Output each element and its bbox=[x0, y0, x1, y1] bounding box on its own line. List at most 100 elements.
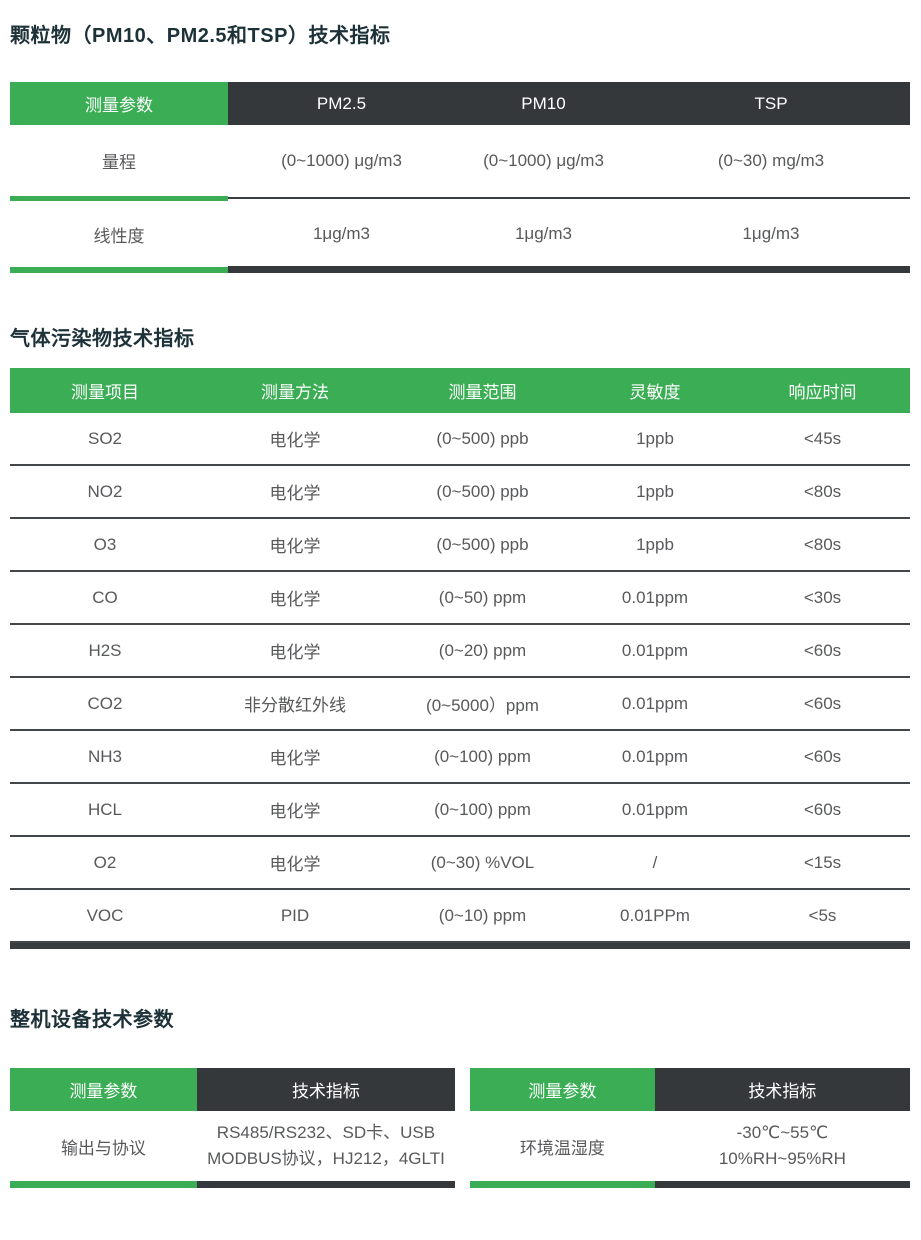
header-cell-sensitivity: 灵敏度 bbox=[629, 383, 681, 402]
table-cell: (0~30) %VOL bbox=[430, 852, 535, 872]
table-cell: <60s bbox=[803, 746, 842, 766]
table-cell: (0~500) ppb bbox=[436, 428, 529, 448]
table-bottom-border bbox=[10, 943, 910, 949]
table-cell: 0.01ppm bbox=[621, 640, 689, 660]
device-table-left: 测量参数 技术指标 输出与协议 RS485/RS232、SD卡、USB MODB… bbox=[10, 1068, 455, 1188]
table-cell: 1μg/m3 bbox=[312, 224, 371, 243]
particulate-table: 测量参数 PM2.5 PM10 TSP 量程 (0~1000) μg/m3 (0… bbox=[10, 82, 910, 273]
table-row-so2: SO2 电化学 (0~500) ppb 1ppb <45s bbox=[10, 413, 910, 466]
table-cell: <80s bbox=[803, 534, 842, 554]
table-row-voc: VOC PID (0~10) ppm 0.01PPm <5s bbox=[10, 890, 910, 943]
table-cell: (0~500) ppb bbox=[436, 534, 529, 554]
table-cell: 0.01ppm bbox=[621, 587, 689, 607]
device-table-right: 测量参数 技术指标 环境温湿度 -30℃~55℃ 10%RH~95%RH bbox=[470, 1068, 910, 1188]
table-cell: <15s bbox=[803, 852, 842, 872]
table-cell: NH3 bbox=[87, 746, 122, 766]
table-cell: (0~50) ppm bbox=[438, 587, 527, 607]
header-cell-item: 测量项目 bbox=[71, 383, 139, 402]
value-line-2: MODBUS协议，HJ212，4GLTI bbox=[207, 1149, 445, 1168]
table-cell: VOC bbox=[86, 905, 124, 925]
table-row-co: CO 电化学 (0~50) ppm 0.01ppm <30s bbox=[10, 572, 910, 625]
table-cell: <60s bbox=[803, 640, 842, 660]
table-cell: SO2 bbox=[87, 428, 123, 448]
table-row-nh3: NH3 电化学 (0~100) ppm 0.01ppm <60s bbox=[10, 731, 910, 784]
table-cell: HCL bbox=[87, 799, 122, 819]
header-cell-parameter: 测量参数 bbox=[10, 82, 228, 125]
header-cell-response: 响应时间 bbox=[788, 383, 857, 402]
row-label: 输出与协议 bbox=[60, 1138, 146, 1158]
table-cell: (0~100) ppm bbox=[434, 746, 531, 766]
table-cell: <5s bbox=[808, 905, 837, 925]
particulate-table-header: 测量参数 PM2.5 PM10 TSP bbox=[10, 82, 910, 125]
table-cell: O3 bbox=[93, 534, 117, 554]
header-cell-spec: 技术指标 bbox=[196, 1068, 455, 1111]
border-green-segment bbox=[10, 267, 228, 273]
table-cell: CO bbox=[92, 587, 118, 607]
table-cell: -30℃~55℃ 10%RH~95%RH bbox=[655, 1120, 910, 1172]
border-dark-segment bbox=[196, 1181, 455, 1188]
table-cell: CO2 bbox=[87, 693, 123, 713]
table-cell: 0.01ppm bbox=[621, 693, 689, 713]
table-cell: (0~500) ppb bbox=[436, 481, 529, 501]
header-cell-tsp: TSP bbox=[632, 82, 910, 125]
border-green-segment bbox=[470, 1181, 655, 1188]
device-table-header: 测量参数 技术指标 bbox=[10, 1068, 455, 1111]
table-cell: 0.01PPm bbox=[620, 905, 690, 925]
table-row-o2: O2 电化学 (0~30) %VOL / <15s bbox=[10, 837, 910, 890]
table-row: 量程 (0~1000) μg/m3 (0~1000) μg/m3 (0~30) … bbox=[10, 125, 910, 196]
table-row-co2: CO2 非分散红外线 (0~5000）ppm 0.01ppm <60s bbox=[10, 678, 910, 731]
table-row: 线性度 1μg/m3 1μg/m3 1μg/m3 bbox=[10, 202, 910, 266]
table-bottom-border bbox=[10, 266, 910, 273]
border-green-segment bbox=[10, 1181, 197, 1188]
table-cell: RS485/RS232、SD卡、USB MODBUS协议，HJ212，4GLTI bbox=[197, 1120, 455, 1172]
value-line-1: -30℃~55℃ bbox=[736, 1123, 829, 1142]
table-bottom-border bbox=[470, 1181, 910, 1188]
section-title-particulate: 颗粒物（PM10、PM2.5和TSP）技术指标 bbox=[10, 25, 391, 47]
table-cell: 电化学 bbox=[269, 590, 321, 609]
table-row-output-protocol: 输出与协议 RS485/RS232、SD卡、USB MODBUS协议，HJ212… bbox=[10, 1111, 455, 1181]
row-label: 量程 bbox=[102, 153, 136, 172]
table-row-temp-humidity: 环境温湿度 -30℃~55℃ 10%RH~95%RH bbox=[470, 1111, 910, 1181]
table-cell: <80s bbox=[803, 481, 842, 501]
table-cell: (0~10) ppm bbox=[438, 905, 527, 925]
table-cell: 1ppb bbox=[636, 481, 674, 501]
document-page: 颗粒物（PM10、PM2.5和TSP）技术指标 测量参数 PM2.5 PM10 … bbox=[0, 22, 921, 1188]
table-cell: (0~1000) μg/m3 bbox=[281, 150, 402, 170]
border-dark-segment bbox=[654, 1181, 910, 1188]
border-dark-segment bbox=[228, 266, 910, 273]
separator-green-segment bbox=[10, 196, 228, 201]
table-cell: 电化学 bbox=[269, 749, 321, 768]
table-cell: 电化学 bbox=[269, 431, 321, 450]
table-cell: / bbox=[652, 852, 658, 872]
device-tables-row: 测量参数 技术指标 输出与协议 RS485/RS232、SD卡、USB MODB… bbox=[10, 1068, 910, 1188]
table-cell: 1μg/m3 bbox=[742, 224, 800, 243]
table-cell: <45s bbox=[803, 428, 842, 448]
table-cell: (0~100) ppm bbox=[434, 799, 531, 819]
table-cell: 1μg/m3 bbox=[514, 224, 573, 243]
table-cell: (0~20) ppm bbox=[438, 640, 527, 660]
section-title-device: 整机设备技术参数 bbox=[10, 1009, 174, 1031]
table-cell: H2S bbox=[88, 640, 122, 660]
table-cell: 电化学 bbox=[269, 802, 321, 821]
header-cell-spec: 技术指标 bbox=[654, 1068, 910, 1111]
table-cell: 电化学 bbox=[269, 537, 321, 556]
table-cell: 电化学 bbox=[269, 484, 321, 503]
row-label: 环境温湿度 bbox=[519, 1138, 605, 1158]
table-cell: 0.01ppm bbox=[621, 799, 689, 819]
section-title-gas: 气体污染物技术指标 bbox=[10, 328, 195, 350]
separator-dark-segment bbox=[228, 197, 910, 199]
header-cell-pm25: PM2.5 bbox=[228, 82, 455, 125]
table-row-h2s: H2S 电化学 (0~20) ppm 0.01ppm <60s bbox=[10, 625, 910, 678]
table-cell: 1ppb bbox=[636, 534, 674, 554]
table-cell: (0~5000）ppm bbox=[426, 696, 539, 715]
header-cell-parameter: 测量参数 bbox=[470, 1068, 655, 1111]
table-cell: <60s bbox=[803, 799, 842, 819]
header-cell-range: 测量范围 bbox=[448, 383, 517, 402]
table-cell: <60s bbox=[803, 693, 842, 713]
table-cell: NO2 bbox=[87, 481, 123, 501]
table-cell: 电化学 bbox=[269, 643, 321, 662]
table-cell: PID bbox=[280, 905, 310, 925]
table-cell: O2 bbox=[93, 852, 117, 872]
table-cell: (0~30) mg/m3 bbox=[717, 150, 825, 170]
header-cell-pm10: PM10 bbox=[455, 82, 632, 125]
